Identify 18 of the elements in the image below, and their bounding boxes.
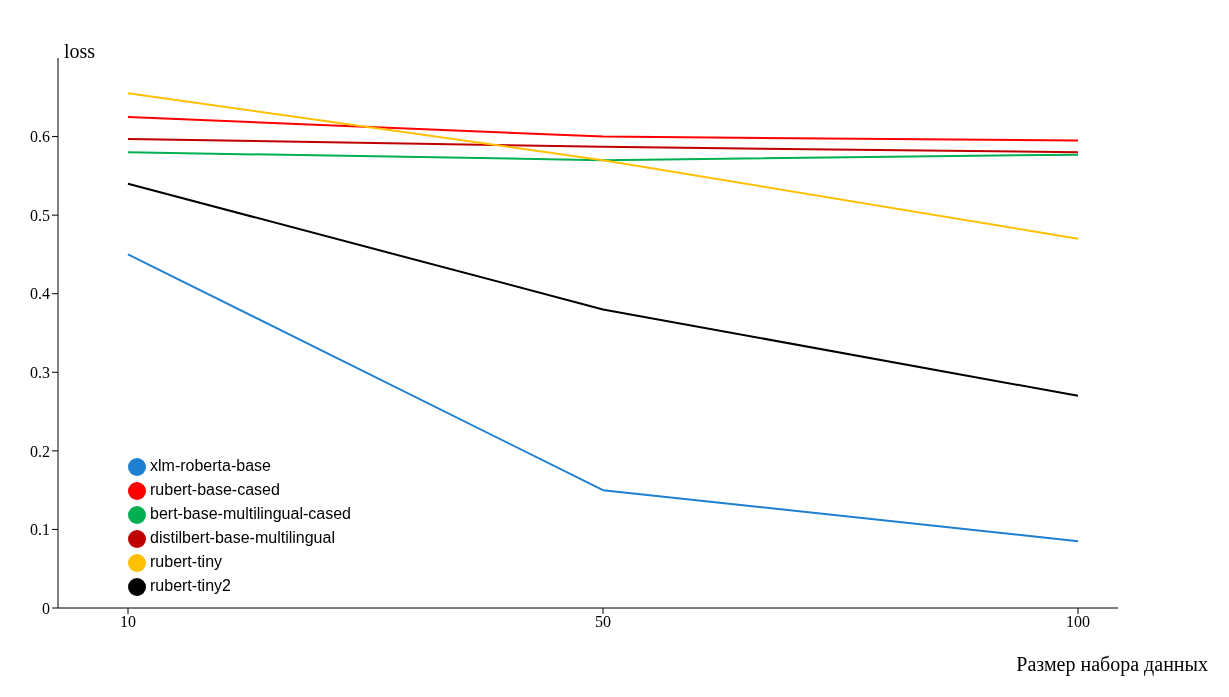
y-tick-label: 0.1 [30, 521, 50, 539]
legend-label: distilbert-base-multilingual [150, 529, 335, 546]
legend-label: rubert-base-cased [150, 481, 280, 498]
y-tick-label: 0.2 [30, 442, 50, 460]
y-tick-label: 0.4 [30, 285, 50, 303]
y-tick-label: 0.6 [30, 128, 50, 146]
x-tick-label: 100 [1066, 613, 1090, 631]
legend-label: bert-base-multilingual-cased [150, 505, 351, 522]
legend-label: rubert-tiny2 [150, 577, 231, 594]
legend-label: rubert-tiny [150, 553, 223, 570]
y-tick-label: 0 [42, 599, 50, 617]
legend-label: xlm-roberta-base [150, 457, 271, 474]
y-tick-label: 0.3 [30, 363, 50, 381]
x-tick-label: 10 [120, 613, 136, 631]
y-axis-title: loss [64, 40, 96, 63]
x-tick-label: 50 [595, 613, 611, 631]
x-axis-title: Размер набора данных [1016, 653, 1208, 676]
y-tick-label: 0.5 [30, 206, 50, 224]
